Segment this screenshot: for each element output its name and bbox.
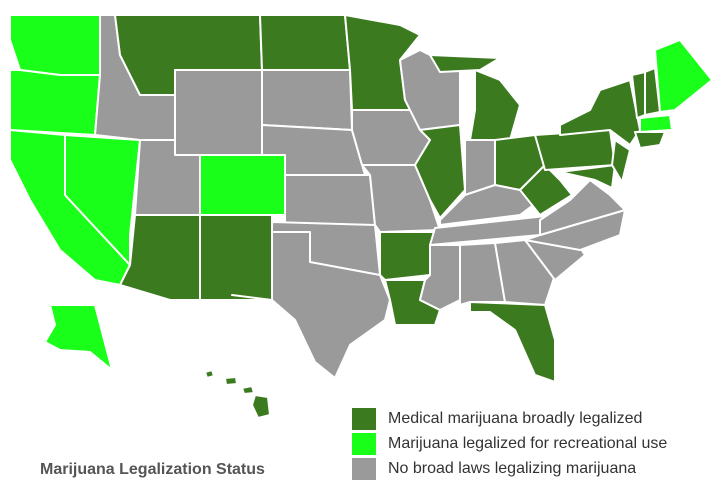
state bbox=[199, 154, 286, 216]
legend-label: Marijuana legalized for recreational use bbox=[388, 435, 667, 452]
legend: Medical marijuana broadly legalized Marij… bbox=[352, 408, 667, 480]
state bbox=[429, 54, 501, 73]
state bbox=[469, 69, 521, 141]
state bbox=[9, 14, 101, 76]
state bbox=[199, 214, 273, 301]
state bbox=[534, 129, 616, 171]
legend-label: Medical marijuana broadly legalized bbox=[388, 410, 642, 427]
state bbox=[654, 39, 713, 113]
state bbox=[231, 231, 391, 379]
state bbox=[224, 376, 238, 386]
state bbox=[44, 304, 113, 371]
states bbox=[9, 14, 713, 419]
state bbox=[634, 131, 666, 149]
legend-swatch bbox=[352, 408, 376, 430]
legend-swatch bbox=[352, 458, 376, 480]
state bbox=[261, 69, 353, 131]
legend-label: No broad laws legalizing marijuana bbox=[388, 460, 636, 477]
state bbox=[119, 214, 201, 301]
legend-swatch bbox=[352, 433, 376, 455]
map-title: Marijuana Legalization Status bbox=[40, 461, 265, 478]
state bbox=[519, 164, 573, 216]
state bbox=[174, 69, 263, 156]
state bbox=[284, 174, 376, 226]
state bbox=[259, 14, 351, 71]
state bbox=[639, 114, 673, 133]
state bbox=[379, 231, 441, 281]
state bbox=[469, 301, 556, 383]
state bbox=[9, 69, 101, 136]
state bbox=[559, 164, 616, 189]
state bbox=[414, 124, 466, 219]
state bbox=[611, 139, 631, 183]
state bbox=[251, 394, 271, 419]
state bbox=[241, 385, 255, 395]
state bbox=[494, 239, 556, 306]
state bbox=[204, 369, 215, 379]
state bbox=[539, 179, 626, 236]
